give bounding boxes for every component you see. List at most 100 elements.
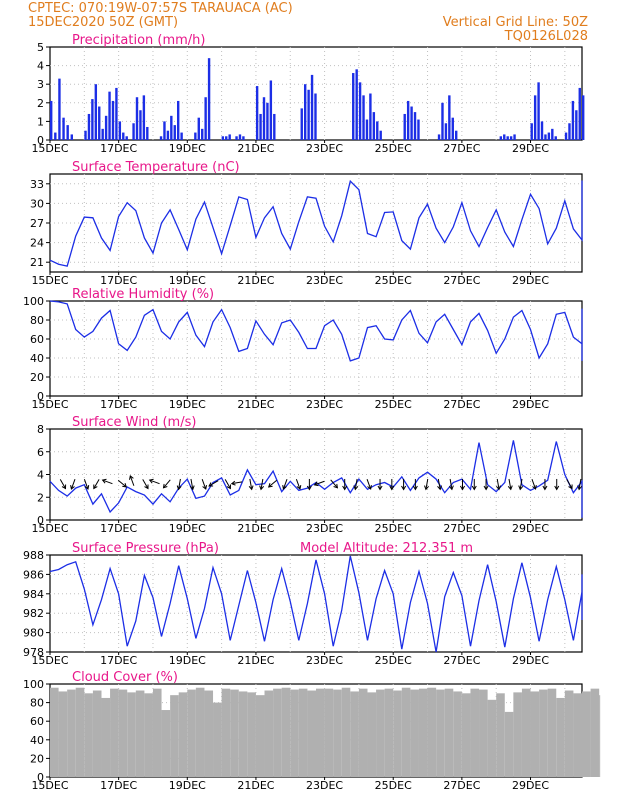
- x-tick-label: 25DEC: [375, 654, 412, 667]
- precip-bar: [571, 100, 575, 140]
- precip-bar: [273, 113, 276, 140]
- wind-arrow: [282, 479, 288, 490]
- precip-bar: [379, 130, 382, 140]
- precip-bar: [204, 97, 207, 140]
- wind-arrow: [566, 479, 573, 489]
- wind-arrow-head: [424, 485, 429, 491]
- precip-bar: [62, 117, 65, 140]
- x-tick-label: 23DEC: [306, 654, 343, 667]
- precip-bar: [259, 113, 262, 140]
- x-tick-label: 27DEC: [443, 654, 480, 667]
- precip-bar: [499, 136, 503, 140]
- x-tick-label: 25DEC: [375, 522, 412, 535]
- wind-arrow: [449, 478, 453, 490]
- precip-bar: [66, 125, 69, 140]
- panel-annotation: Model Altitude: 212.351 m: [300, 541, 473, 556]
- wind-arrow-head: [296, 484, 302, 490]
- cloud-bar: [273, 688, 282, 777]
- y-tick-label: 1: [37, 115, 44, 128]
- cloud-bar: [230, 689, 239, 777]
- cloud-bar: [298, 688, 308, 777]
- y-tick-label: 2: [37, 491, 44, 504]
- wind-arrow-head: [401, 485, 407, 491]
- precip-bar: [455, 130, 458, 140]
- x-tick-label: 19DEC: [169, 522, 206, 535]
- y-tick-label: 27: [30, 217, 44, 230]
- precip-bar: [115, 87, 118, 140]
- precip-bar: [413, 112, 417, 140]
- precip-bar: [417, 119, 420, 140]
- precip-bar: [564, 132, 568, 140]
- cloud-bar: [110, 688, 119, 777]
- precip-bar: [118, 121, 122, 140]
- x-tick-label: 19DEC: [169, 142, 206, 155]
- cloud-bar: [444, 688, 454, 777]
- y-tick-label: 0: [37, 771, 44, 784]
- cloud-bar: [436, 689, 445, 777]
- wind-arrow: [83, 479, 89, 490]
- precip-bar: [551, 128, 554, 140]
- cloud-bar: [50, 687, 59, 777]
- y-tick-label: 30: [30, 197, 44, 210]
- precip-bar: [530, 123, 533, 140]
- precip-bar: [369, 93, 372, 140]
- wind-arrow-head: [202, 485, 207, 490]
- wind-arrow-head: [448, 485, 454, 491]
- y-tick-label: 4: [37, 60, 44, 73]
- x-tick-label: 23DEC: [306, 522, 343, 535]
- cloud-bar: [238, 691, 248, 777]
- precip-bar: [225, 136, 228, 140]
- wind-arrow-head: [248, 485, 254, 491]
- y-tick-label: 20: [30, 752, 44, 765]
- wind-arrow-head: [342, 485, 348, 491]
- cloud-bar: [213, 702, 222, 777]
- cloud-bar: [547, 688, 557, 777]
- cloud-bar: [307, 690, 316, 777]
- panel-title: Surface Wind (m/s): [72, 415, 196, 430]
- y-tick-label: 978: [23, 646, 44, 659]
- x-tick-label: 23DEC: [306, 142, 343, 155]
- x-tick-label: 25DEC: [375, 142, 412, 155]
- wind-arrow-head: [226, 484, 231, 490]
- cloud-bar: [333, 689, 342, 777]
- wind-arrow-head: [122, 483, 128, 488]
- wind-arrow: [496, 478, 500, 490]
- precip-bar: [437, 134, 441, 140]
- precip-bar: [513, 134, 516, 140]
- x-tick-label: 29DEC: [512, 779, 549, 792]
- panel-title: Cloud Cover (%): [72, 670, 178, 685]
- wind-arrow: [330, 479, 338, 489]
- cloud-bar: [67, 689, 76, 777]
- wind-arrow-head: [129, 474, 134, 480]
- x-tick-label: 19DEC: [169, 398, 206, 411]
- y-tick-label: 21: [30, 256, 44, 269]
- y-tick-label: 980: [23, 627, 44, 640]
- precip-bar: [303, 84, 307, 140]
- series-line: [49, 179, 583, 267]
- precip-bar: [101, 128, 104, 140]
- y-tick-label: 0: [37, 514, 44, 527]
- x-tick-label: 29DEC: [512, 522, 549, 535]
- cloud-bar: [255, 695, 265, 777]
- wind-arrow: [314, 480, 325, 486]
- precip-bar: [533, 95, 537, 140]
- cloud-bar: [281, 687, 291, 777]
- precip-bar: [173, 125, 176, 140]
- wind-arrow-head: [389, 485, 395, 491]
- wind-arrow: [224, 479, 231, 489]
- cloud-bar: [393, 690, 402, 777]
- precip-bar: [255, 86, 259, 140]
- x-tick-label: 25DEC: [375, 398, 412, 411]
- wind-arrow-head: [306, 485, 312, 491]
- cloud-bar: [92, 690, 102, 777]
- precip-bar: [132, 123, 135, 140]
- wind-arrow-head: [577, 485, 583, 491]
- wind-arrow-head: [483, 485, 489, 491]
- wind-arrow-head: [412, 485, 418, 491]
- precip-bar: [352, 73, 355, 140]
- wind-arrow-head: [518, 485, 524, 491]
- y-tick-label: 982: [23, 607, 44, 620]
- cloud-bar: [204, 690, 214, 777]
- precip-bar: [194, 132, 197, 140]
- y-tick-label: 4: [37, 469, 44, 482]
